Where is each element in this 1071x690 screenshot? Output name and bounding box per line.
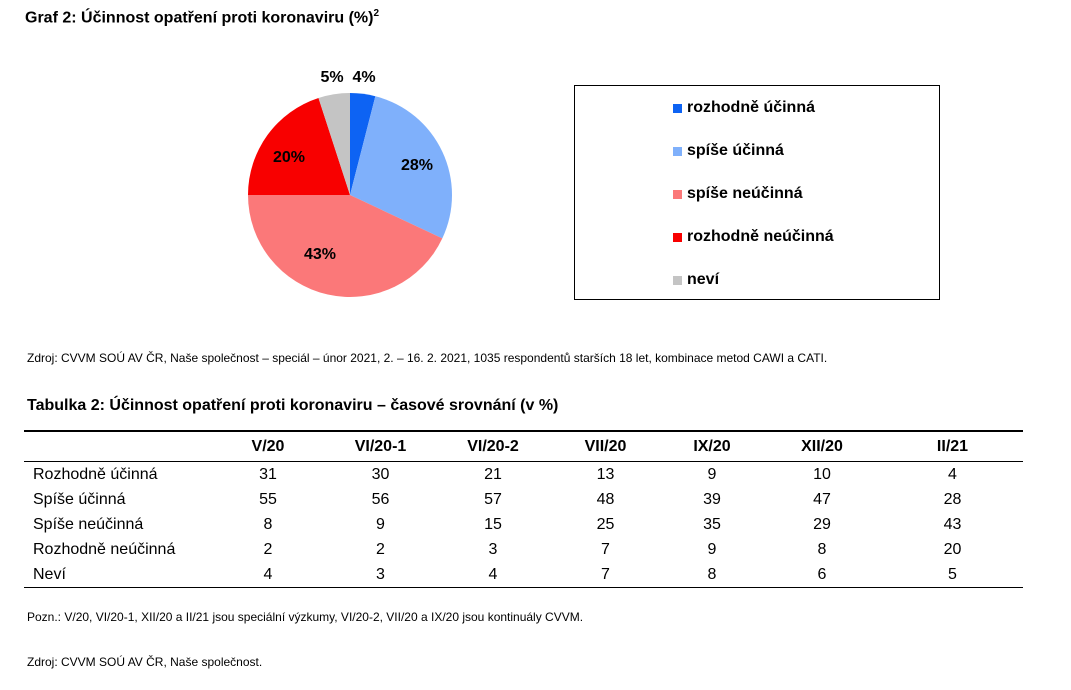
table-cell: 56: [371, 490, 390, 508]
table-cell: 15: [484, 515, 502, 533]
table-cell: 8: [707, 565, 717, 583]
table-row: Neví 4 3 4 7 8 6 5: [24, 562, 1023, 588]
table-cell: 2: [263, 540, 273, 558]
column-header: II/21: [936, 437, 969, 455]
column-header: VII/20: [584, 437, 627, 455]
pie-slice-spise-ucinna: [350, 96, 453, 239]
legend-item-nevi: neví: [673, 271, 719, 289]
table-cell: 47: [813, 490, 831, 508]
table-cell: 21: [484, 465, 502, 483]
table-cell: 4: [488, 565, 498, 583]
column-header: VI/20-1: [354, 437, 407, 455]
table-cell: 9: [707, 465, 717, 483]
table-cell: 8: [263, 515, 273, 533]
legend-label: spíše neúčinná: [687, 185, 803, 202]
table-title: Tabulka 2: Účinnost opatření proti koron…: [27, 397, 559, 414]
table-source: Zdroj: CVVM SOÚ AV ČR, Naše společnost.: [27, 655, 263, 669]
table-row: Spíše účinná 55 56 57 48 39 47 28: [24, 487, 1023, 512]
table-cell: 57: [484, 490, 502, 508]
table-cell: 9: [376, 515, 385, 533]
column-header: XII/20: [801, 437, 843, 455]
table-row: Rozhodně neúčinná 2 2 3 7 9 8 20: [24, 537, 1023, 562]
table-cell: 13: [596, 465, 615, 483]
table-cell: 5: [948, 565, 957, 583]
pie-slice-rozhodne-neucinna: [248, 97, 350, 195]
column-header: IX/20: [693, 437, 731, 455]
pie-data-label-spise-ucinna: 28%: [401, 157, 433, 174]
table-cell: 43: [943, 515, 962, 533]
legend-item-rozhodne-ucinna: rozhodně účinná: [673, 99, 815, 117]
legend-label: rozhodně účinná: [687, 99, 815, 116]
column-header: V/20: [251, 437, 285, 455]
table-cell: 31: [259, 465, 277, 483]
table-cell: 35: [703, 515, 721, 533]
table-cell: 28: [943, 490, 962, 508]
pie-data-label-rozhodne-ucinna: 4%: [352, 69, 375, 86]
row-label: Rozhodně účinná: [33, 465, 158, 483]
pie-slice-nevi: [318, 93, 350, 195]
table-cell: 6: [817, 565, 827, 583]
table-row: Rozhodně účinná 31 30 21 13 9 10 4: [24, 462, 1023, 488]
legend-swatch-rozhodne-neucinna: [673, 232, 682, 242]
legend-swatch-spise-neucinna: [673, 189, 682, 199]
row-label: Rozhodně neúčinná: [33, 540, 176, 558]
table-cell: 29: [813, 515, 831, 533]
table-cell: 3: [376, 565, 385, 583]
chart-legend: rozhodně účinná spíše účinná spíše neúči…: [574, 85, 940, 300]
legend-item-rozhodne-neucinna: rozhodně neúčinná: [673, 228, 834, 246]
legend-item-spise-neucinna: spíše neúčinná: [673, 185, 803, 203]
legend-label: spíše účinná: [687, 142, 784, 159]
table-cell: 8: [817, 540, 827, 558]
table-cell: 9: [707, 540, 717, 558]
table-cell: 10: [813, 465, 831, 483]
legend-swatch-rozhodne-ucinna: [673, 103, 682, 113]
table-cell: 4: [263, 565, 273, 583]
row-label: Spíše neúčinná: [33, 515, 144, 533]
legend-label: rozhodně neúčinná: [687, 228, 834, 245]
chart-source: Zdroj: CVVM SOÚ AV ČR, Naše společnost –…: [27, 351, 828, 365]
table-cell: 3: [488, 540, 498, 558]
table-cell: 39: [703, 490, 721, 508]
row-label: Spíše účinná: [33, 490, 126, 508]
row-label: Neví: [33, 565, 66, 583]
pie-data-label-rozhodne-neucinna: 20%: [273, 149, 305, 166]
pie-data-label-nevi: 5%: [320, 69, 343, 86]
table-header-row: V/20 VI/20-1 VI/20-2 VII/20 IX/20 XII/20…: [24, 431, 1023, 462]
legend-swatch-spise-ucinna: [673, 146, 682, 156]
table-cell: 4: [948, 465, 957, 483]
chart-title: Graf 2: Účinnost opatření proti koronavi…: [25, 8, 380, 27]
pie-slice-spise-neucinna: [248, 195, 443, 297]
pie-data-label-spise-neucinna: 43%: [304, 246, 336, 263]
header-corner: [24, 431, 212, 462]
legend-item-spise-ucinna: spíše účinná: [673, 142, 784, 160]
table-cell: 2: [376, 540, 385, 558]
column-header: VI/20-2: [467, 437, 519, 455]
table-cell: 7: [601, 540, 610, 558]
chart-title-footnote: 2: [373, 8, 380, 19]
comparison-table: V/20 VI/20-1 VI/20-2 VII/20 IX/20 XII/20…: [24, 430, 1023, 588]
legend-label: neví: [687, 271, 720, 288]
table-cell: 25: [596, 515, 615, 533]
pie-slice-rozhodne-ucinna: [350, 93, 376, 195]
table-cell: 30: [371, 465, 390, 483]
table-row: Spíše neúčinná 8 9 15 25 35 29 43: [24, 512, 1023, 537]
table-cell: 7: [601, 565, 610, 583]
table-note: Pozn.: V/20, VI/20-1, XII/20 a II/21 jso…: [27, 610, 584, 624]
table-cell: 48: [596, 490, 615, 508]
table-cell: 55: [259, 490, 277, 508]
legend-swatch-nevi: [673, 275, 682, 285]
table-cell: 20: [943, 540, 962, 558]
